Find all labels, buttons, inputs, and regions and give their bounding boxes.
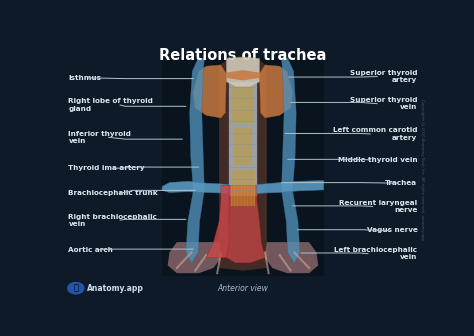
Bar [162, 58, 324, 276]
Text: Left common carotid
artery: Left common carotid artery [333, 127, 418, 140]
Polygon shape [193, 65, 227, 118]
Text: Superior thyroid
artery: Superior thyroid artery [350, 70, 418, 83]
Polygon shape [227, 57, 259, 87]
Bar [232, 87, 254, 123]
Polygon shape [206, 185, 229, 258]
Text: Right brachiocephalic
vein: Right brachiocephalic vein [68, 213, 157, 227]
Polygon shape [227, 70, 259, 80]
Polygon shape [219, 56, 267, 270]
Text: Superior thyroid
vein: Superior thyroid vein [350, 97, 418, 110]
Text: Inferior thyroid
vein: Inferior thyroid vein [68, 131, 131, 144]
Text: Copyrights @ 2020 Anatomy Next, Inc. All rights reserved. anatomy.app: Copyrights @ 2020 Anatomy Next, Inc. All… [420, 99, 424, 240]
Polygon shape [257, 180, 324, 194]
Text: Left brachiocephalic
vein: Left brachiocephalic vein [335, 247, 418, 260]
Bar [229, 82, 257, 196]
Text: Right lobe of thyroid
gland: Right lobe of thyroid gland [68, 98, 153, 112]
Polygon shape [259, 65, 292, 118]
Text: Anterior view: Anterior view [218, 284, 268, 293]
Circle shape [68, 283, 84, 294]
Text: 🧠: 🧠 [73, 284, 78, 293]
Text: Recurent laryngeal
nerve: Recurent laryngeal nerve [339, 200, 418, 213]
Polygon shape [265, 242, 318, 273]
Text: Isthmus: Isthmus [68, 75, 101, 81]
Polygon shape [162, 181, 229, 194]
Bar [234, 128, 252, 165]
Polygon shape [186, 58, 204, 263]
Text: Thyroid ima artery: Thyroid ima artery [68, 165, 145, 171]
Polygon shape [227, 185, 265, 263]
Bar [231, 170, 255, 206]
Polygon shape [168, 242, 221, 273]
Polygon shape [282, 58, 300, 263]
Text: Brachiocephalic trunk: Brachiocephalic trunk [68, 191, 158, 197]
Text: Trachea: Trachea [385, 180, 418, 186]
Text: Middle thyroid vein: Middle thyroid vein [338, 157, 418, 163]
Text: Vagus nerve: Vagus nerve [366, 227, 418, 234]
Text: Anatomy.app: Anatomy.app [87, 284, 144, 293]
Text: Aortic arch: Aortic arch [68, 247, 113, 253]
Text: Relations of trachea: Relations of trachea [159, 48, 327, 63]
